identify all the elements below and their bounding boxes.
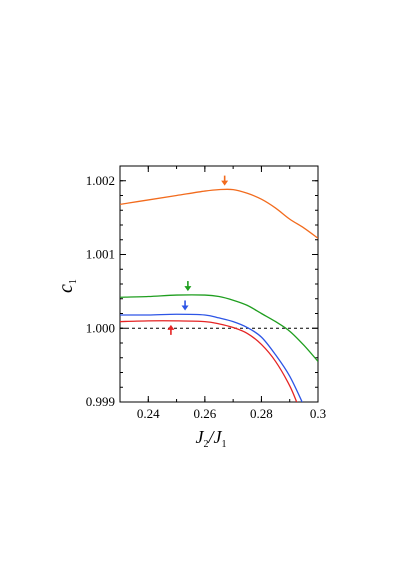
series-line-3: [120, 313, 303, 402]
ticks: 0.24 0.26 0.28 0.3 0.999 1.000 1.001 1.002: [86, 165, 326, 421]
x-tick-label: 0.24: [137, 406, 160, 421]
series-line-4: [120, 320, 298, 402]
y-label-c: c: [55, 284, 77, 293]
y-tick-label: 1.001: [86, 247, 115, 262]
x-label-j1: J: [214, 427, 223, 447]
x-axis-label: J2/J1: [195, 427, 226, 450]
x-label-sub2: 2: [203, 439, 208, 450]
y-label-sub1: 1: [68, 279, 79, 284]
series-group: [120, 188, 318, 402]
y-tick-label: 1.000: [86, 320, 115, 335]
y-tick-label: 1.002: [86, 173, 115, 188]
y-axis-label: c1: [55, 279, 79, 293]
series-line-1: [120, 188, 318, 239]
x-label-slash: /: [207, 427, 215, 447]
series-line-2: [120, 294, 318, 362]
x-tick-label: 0.26: [193, 406, 216, 421]
arrow-marker-1: [221, 175, 229, 186]
arrow-marker-2: [184, 281, 192, 292]
x-label-j2: J: [195, 427, 204, 447]
x-tick-label: 0.3: [310, 406, 326, 421]
plot-frame: [119, 165, 319, 403]
arrows: [167, 175, 229, 335]
x-tick-label: 0.28: [250, 406, 273, 421]
arrow-marker-4: [167, 324, 175, 335]
y-tick-label: 0.999: [86, 394, 115, 409]
arrow-marker-3: [181, 300, 189, 311]
x-label-sub1: 1: [222, 439, 227, 450]
